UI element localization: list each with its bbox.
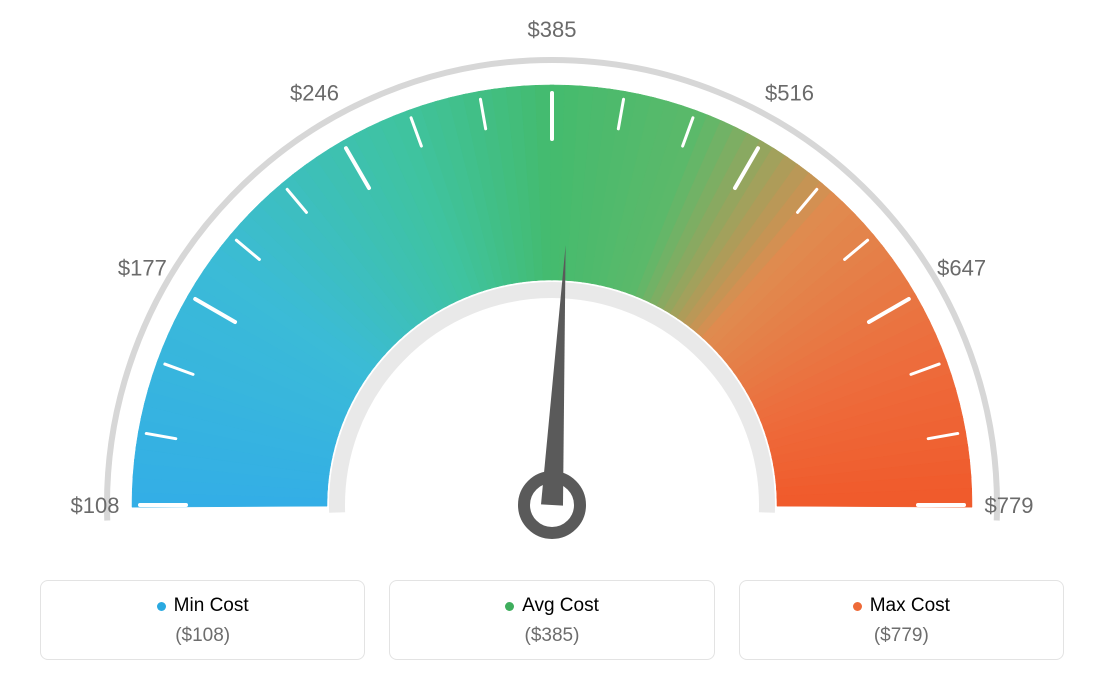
legend-title-avg: Avg Cost	[505, 595, 599, 617]
legend-title-min: Min Cost	[157, 595, 249, 617]
gauge-svg: $108 $177 $246 $385 $516 $647 $779	[0, 10, 1104, 570]
legend-value-min: ($108)	[51, 625, 354, 647]
gauge-tick-label: $385	[528, 17, 577, 42]
gauge-tick-label: $177	[118, 256, 167, 281]
legend-title-max: Max Cost	[853, 595, 950, 617]
legend-card-max: Max Cost ($779)	[739, 580, 1064, 660]
gauge-tick-label: $246	[290, 81, 339, 106]
gauge-tick-label: $779	[985, 493, 1034, 518]
legend-card-avg: Avg Cost ($385)	[389, 580, 714, 660]
legend-dot-avg	[505, 602, 514, 611]
legend-label-avg: Avg Cost	[522, 595, 599, 617]
legend-label-max: Max Cost	[870, 595, 950, 617]
legend-dot-min	[157, 602, 166, 611]
gauge-tick-label: $647	[937, 256, 986, 281]
gauge-tick-label: $516	[765, 81, 814, 106]
gauge-chart: $108 $177 $246 $385 $516 $647 $779	[0, 10, 1104, 570]
legend-value-max: ($779)	[750, 625, 1053, 647]
legend-value-avg: ($385)	[400, 625, 703, 647]
legend-card-min: Min Cost ($108)	[40, 580, 365, 660]
legend-row: Min Cost ($108) Avg Cost ($385) Max Cost…	[40, 580, 1064, 660]
legend-label-min: Min Cost	[174, 595, 249, 617]
gauge-tick-label: $108	[71, 493, 120, 518]
legend-dot-max	[853, 602, 862, 611]
